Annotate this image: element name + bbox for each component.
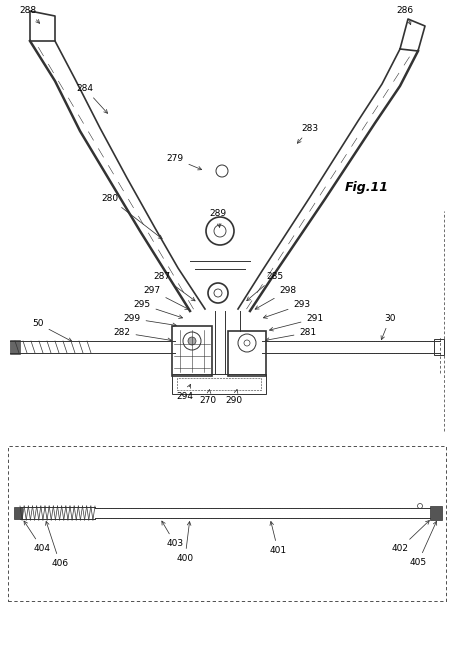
Bar [172, 374, 266, 394]
Text: 279: 279 [166, 154, 202, 170]
Text: 298: 298 [255, 286, 297, 309]
Text: 30: 30 [381, 314, 396, 340]
Text: 406: 406 [46, 522, 69, 568]
Text: 291: 291 [270, 314, 324, 331]
Text: 286: 286 [396, 6, 414, 24]
Bar [8, 446, 446, 601]
Text: 270: 270 [199, 389, 217, 405]
Bar [14, 507, 22, 519]
Text: 285: 285 [247, 272, 283, 301]
Bar [430, 506, 442, 520]
Text: 400: 400 [176, 522, 194, 563]
Text: 405: 405 [409, 522, 437, 567]
Bar [172, 326, 212, 376]
Text: 401: 401 [270, 522, 287, 555]
Text: 284: 284 [76, 84, 107, 113]
Text: 403: 403 [162, 521, 184, 548]
Bar [177, 378, 261, 390]
Text: 288: 288 [20, 6, 40, 23]
Text: Fig.11: Fig.11 [345, 181, 389, 194]
Bar [228, 331, 266, 376]
Text: 287: 287 [154, 272, 195, 301]
Text: 289: 289 [209, 209, 227, 227]
Text: 295: 295 [133, 300, 182, 319]
Text: 281: 281 [266, 328, 317, 342]
Text: 294: 294 [176, 384, 193, 401]
Circle shape [208, 283, 228, 303]
Text: 282: 282 [113, 328, 171, 342]
Text: 280: 280 [101, 194, 162, 239]
Text: 290: 290 [225, 389, 243, 405]
Circle shape [216, 165, 228, 177]
Text: 50: 50 [32, 319, 72, 341]
Bar [10, 340, 20, 354]
Text: 404: 404 [24, 521, 51, 553]
Bar [434, 339, 444, 355]
Text: 293: 293 [263, 300, 311, 319]
Text: 299: 299 [123, 314, 176, 327]
Circle shape [206, 217, 234, 245]
Circle shape [188, 337, 196, 345]
Text: 297: 297 [143, 286, 189, 309]
Text: 283: 283 [298, 124, 319, 143]
Text: 402: 402 [392, 520, 430, 553]
